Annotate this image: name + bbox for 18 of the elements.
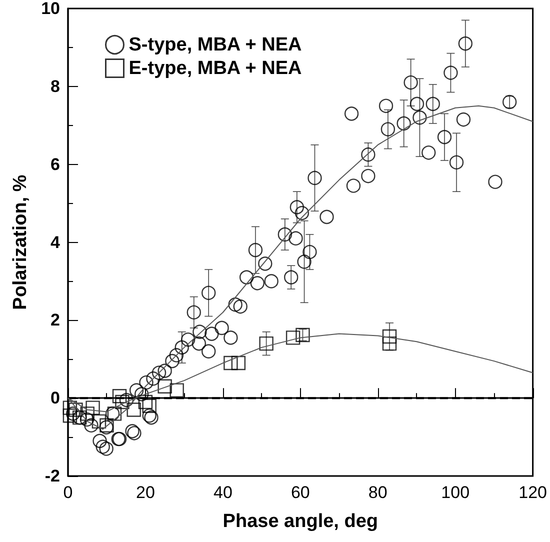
y-tick-label: 0 [50,388,60,408]
x-tick-label: 60 [290,483,310,502]
y-tick-label: 6 [50,154,60,174]
y-axis-title: Polarization, % [10,174,31,310]
x-axis-title: Phase angle, deg [222,511,378,532]
y-tick-label: 10 [41,0,60,18]
legend-label: E-type, MBA + NEA [128,58,302,79]
y-tick-label: 4 [50,232,61,252]
x-tick-label: 120 [518,483,548,502]
x-tick-label: 0 [63,483,73,502]
y-tick-label: 8 [50,76,60,96]
y-tick-label: -2 [44,466,60,486]
y-tick-label: 2 [50,310,60,330]
x-tick-label: 100 [441,483,470,502]
x-tick-label: 40 [213,483,232,502]
x-tick-label: 80 [368,483,388,502]
legend-label: S-type, MBA + NEA [128,34,302,56]
x-tick-label: 20 [136,483,155,502]
